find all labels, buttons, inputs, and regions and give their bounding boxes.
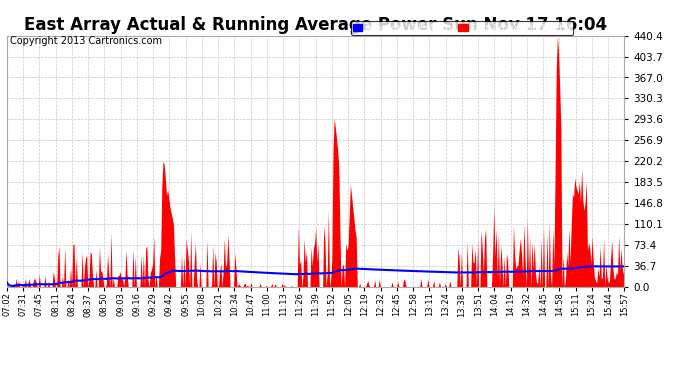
Text: Copyright 2013 Cartronics.com: Copyright 2013 Cartronics.com — [10, 36, 162, 46]
Legend: Average  (DC Watts), East Array  (DC Watts): Average (DC Watts), East Array (DC Watts… — [351, 21, 573, 35]
Title: East Array Actual & Running Average Power Sun Nov 17 16:04: East Array Actual & Running Average Powe… — [24, 16, 607, 34]
